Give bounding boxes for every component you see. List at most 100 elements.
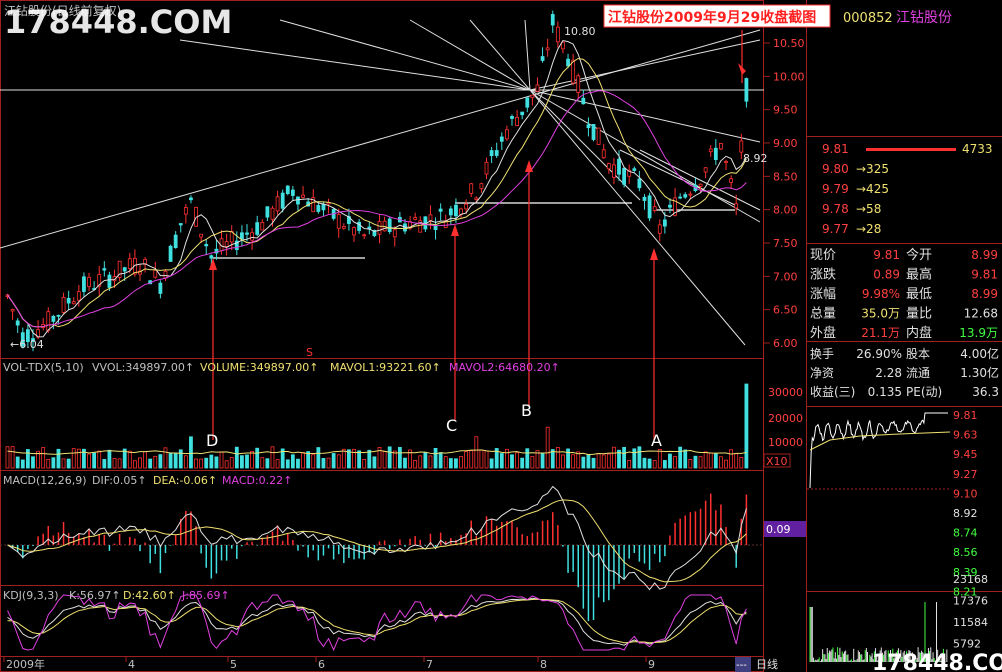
candle-body[interactable] <box>708 148 713 153</box>
volume-bar[interactable] <box>275 459 280 469</box>
candle-body[interactable] <box>606 163 611 170</box>
volume-bar[interactable] <box>224 460 229 469</box>
volume-bar[interactable] <box>678 446 683 469</box>
volume-bar[interactable] <box>612 446 616 469</box>
candle-body[interactable] <box>250 232 255 241</box>
candle-body[interactable] <box>341 226 346 229</box>
volume-bar[interactable] <box>71 448 76 469</box>
volume-bar[interactable] <box>372 456 377 469</box>
volume-bar[interactable] <box>240 455 244 469</box>
candle-body[interactable] <box>183 207 188 215</box>
volume-bar[interactable] <box>377 447 382 469</box>
volume-bar[interactable] <box>617 449 621 469</box>
candle-body[interactable] <box>336 214 341 229</box>
volume-bar[interactable] <box>408 449 412 469</box>
volume-bar[interactable] <box>448 458 453 469</box>
volume-bar[interactable] <box>234 446 239 469</box>
volume-bar[interactable] <box>41 447 46 469</box>
volume-bar[interactable] <box>535 450 540 469</box>
volume-bar[interactable] <box>199 458 204 469</box>
volume-bar[interactable] <box>494 448 499 469</box>
candle-body[interactable] <box>392 229 397 238</box>
candle-body[interactable] <box>311 197 316 213</box>
candle-body[interactable] <box>642 196 647 201</box>
volume-bar[interactable] <box>25 449 30 469</box>
volume-bar[interactable] <box>520 457 525 469</box>
candle-body[interactable] <box>224 241 229 247</box>
candle-body[interactable] <box>387 218 392 233</box>
volume-bar[interactable] <box>148 458 153 469</box>
candle-body[interactable] <box>683 194 688 198</box>
candle-body[interactable] <box>61 296 66 313</box>
volume-bar[interactable] <box>464 451 469 469</box>
volume-bar[interactable] <box>387 446 392 469</box>
candle-body[interactable] <box>581 97 586 105</box>
volume-bar[interactable] <box>280 448 285 469</box>
candle-body[interactable] <box>612 164 616 178</box>
volume-bar[interactable] <box>163 447 168 469</box>
volume-bar[interactable] <box>479 449 484 469</box>
volume-bar[interactable] <box>326 457 331 469</box>
volume-bar[interactable] <box>56 448 61 469</box>
candle-body[interactable] <box>204 244 209 247</box>
volume-bar[interactable] <box>708 452 713 469</box>
volume-bar[interactable] <box>703 451 708 469</box>
candle-body[interactable] <box>10 309 15 312</box>
volume-bar[interactable] <box>719 456 723 469</box>
volume-bar[interactable] <box>647 458 652 469</box>
volume-bar[interactable] <box>331 453 336 469</box>
volume-bar[interactable] <box>209 454 214 469</box>
volume-bar[interactable] <box>92 452 97 469</box>
volume-bar[interactable] <box>392 450 397 469</box>
volume-bar[interactable] <box>178 449 183 469</box>
volume-bar[interactable] <box>438 452 443 469</box>
volume-bar[interactable] <box>596 453 601 469</box>
candle-body[interactable] <box>510 116 514 119</box>
candle-body[interactable] <box>413 217 418 220</box>
candle-body[interactable] <box>637 178 642 189</box>
candle-body[interactable] <box>51 315 56 322</box>
candle-body[interactable] <box>178 223 183 226</box>
candle-body[interactable] <box>362 234 367 237</box>
volume-bar[interactable] <box>245 454 249 469</box>
volume-bar[interactable] <box>357 450 362 469</box>
candle-body[interactable] <box>122 267 127 272</box>
volume-bar[interactable] <box>484 450 489 469</box>
candle-body[interactable] <box>739 140 744 153</box>
volume-bar[interactable] <box>321 457 326 469</box>
volume-bar[interactable] <box>418 455 423 469</box>
candle-body[interactable] <box>97 274 102 287</box>
candle-body[interactable] <box>479 183 484 190</box>
volume-bar[interactable] <box>622 446 627 469</box>
candle-body[interactable] <box>719 142 723 150</box>
candle-body[interactable] <box>87 276 91 288</box>
candle-body[interactable] <box>617 158 621 175</box>
volume-bar[interactable] <box>117 458 122 469</box>
volume-bar[interactable] <box>189 436 193 469</box>
volume-bar[interactable] <box>15 456 20 469</box>
volume-bar[interactable] <box>82 448 86 469</box>
volume-bar[interactable] <box>362 458 367 469</box>
candle-body[interactable] <box>540 56 545 61</box>
candle-body[interactable] <box>550 14 555 26</box>
candle-body[interactable] <box>525 97 530 108</box>
candle-body[interactable] <box>632 168 637 171</box>
volume-bar[interactable] <box>132 460 137 469</box>
volume-bar[interactable] <box>311 454 316 469</box>
candle-body[interactable] <box>153 269 158 278</box>
volume-bar[interactable] <box>652 460 657 469</box>
volume-bar[interactable] <box>270 446 275 469</box>
volume-bar[interactable] <box>341 448 346 469</box>
candle-body[interactable] <box>189 197 193 201</box>
volume-bar[interactable] <box>204 457 209 469</box>
volume-bar[interactable] <box>525 448 530 469</box>
candle-body[interactable] <box>296 196 300 205</box>
volume-bar[interactable] <box>662 460 667 469</box>
volume-bar[interactable] <box>158 454 163 469</box>
candle-body[interactable] <box>56 314 61 317</box>
candle-body[interactable] <box>484 161 489 175</box>
volume-bar[interactable] <box>673 456 677 469</box>
volume-bar[interactable] <box>255 447 260 469</box>
candle-body[interactable] <box>576 75 581 93</box>
